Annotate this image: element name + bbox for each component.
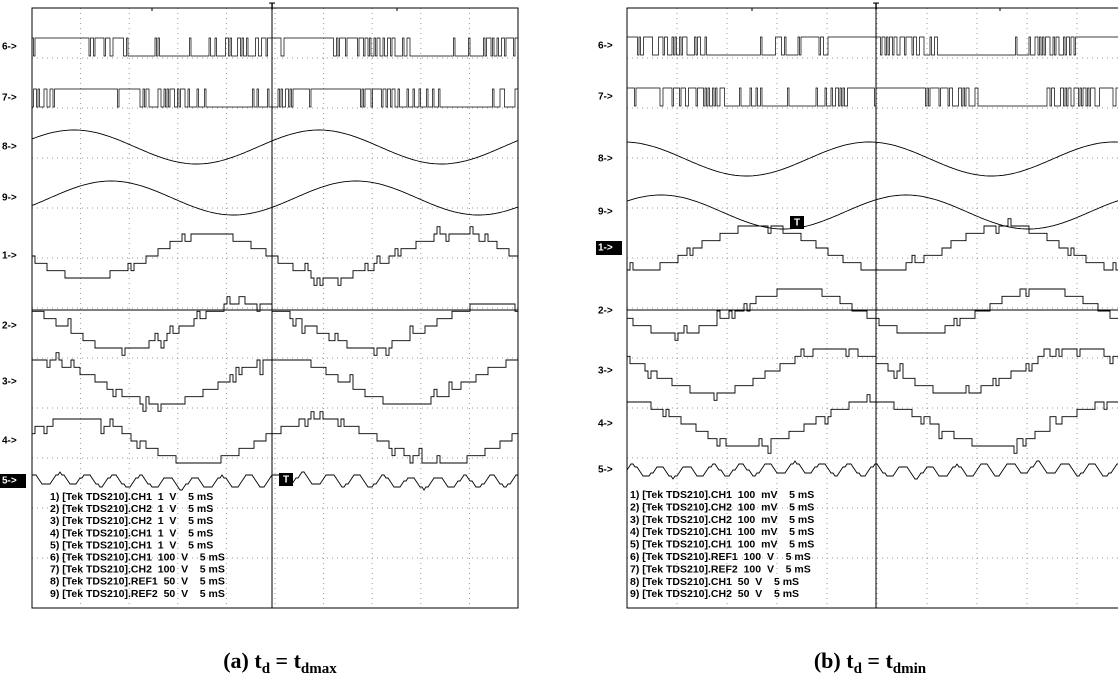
top-marker: T (269, 2, 275, 13)
channel-label: 9-> (598, 207, 613, 218)
channel-label: 7-> (2, 93, 17, 104)
waveform (627, 195, 1118, 229)
channel-label: 9-> (2, 193, 17, 204)
channel-label: 5-> (598, 465, 613, 476)
caption-part: = t (270, 648, 302, 673)
figure: T 6-> 7-> 8-> 9-> 1-> 2-> 3-> 4-> 5-> T 1) [Tek TDS… (0, 0, 1118, 700)
top-marker: T (873, 2, 879, 13)
channel-label: 4-> (598, 419, 613, 430)
channel-label: 8-> (598, 154, 613, 165)
waveform (32, 472, 518, 490)
legend-line: 3) [Tek TDS210].CH2 1 V 5 mS (50, 515, 213, 527)
channel-label: 3-> (2, 377, 17, 388)
legend-line: 2) [Tek TDS210].CH2 1 V 5 mS (50, 503, 213, 515)
caption-part: = t (862, 648, 894, 673)
legend-line: 7) [Tek TDS210].REF2 100 V 5 mS (630, 563, 811, 575)
waveform (627, 395, 1118, 454)
waveform (32, 297, 518, 356)
legend-line: 2) [Tek TDS210].CH2 100 mV 5 mS (630, 501, 814, 513)
channel-label: 4-> (2, 436, 17, 447)
scope-panel: T 6-> 7-> 8-> 9-> 1-> 2-> 3-> 4-> 5-> T 1) [Tek TDS… (596, 2, 1118, 677)
legend-line: 5) [Tek TDS210].CH1 100 mV 5 mS (630, 539, 814, 551)
channel-label: 7-> (598, 92, 613, 103)
channel-label: 3-> (598, 366, 613, 377)
caption: (b) td = tdmin (814, 648, 927, 677)
caption: (a) td = tdmax (223, 648, 337, 677)
channel-label: 1-> (2, 251, 17, 262)
legend-line: 9) [Tek TDS210].REF2 50 V 5 mS (50, 588, 225, 600)
channel-label: 1-> (598, 243, 613, 254)
legend-line: 4) [Tek TDS210].CH1 100 mV 5 mS (630, 526, 814, 538)
legend-line: 9) [Tek TDS210].CH2 50 V 5 mS (630, 588, 799, 600)
waveform (627, 461, 1118, 479)
legend-line: 5) [Tek TDS210].CH1 1 V 5 mS (50, 539, 213, 551)
channel-label: 8-> (2, 142, 17, 153)
waveform (627, 289, 1118, 340)
legend-line: 1) [Tek TDS210].CH1 1 V 5 mS (50, 491, 213, 503)
channel-label: 6-> (598, 41, 613, 52)
channel-label: 2-> (598, 306, 613, 317)
legend-line: 1) [Tek TDS210].CH1 100 mV 5 mS (630, 489, 814, 501)
waveform (32, 412, 518, 463)
waveform (627, 219, 1118, 270)
caption-part: (a) t (223, 648, 262, 673)
trigger-marker: T (794, 218, 800, 229)
legend-line: 4) [Tek TDS210].CH1 1 V 5 mS (50, 527, 213, 539)
waveform (627, 88, 1118, 106)
legend-line: 6) [Tek TDS210].REF1 100 V 5 mS (630, 551, 811, 563)
caption-sub: dmax (301, 661, 337, 677)
legend-line: 6) [Tek TDS210].CH1 100 V 5 mS (50, 552, 225, 564)
waveform (32, 227, 518, 286)
waveform (32, 353, 518, 412)
legend-line: 8) [Tek TDS210].REF1 50 V 5 mS (50, 576, 225, 588)
caption-part: (b) t (814, 648, 854, 673)
channel-label: 5-> (2, 476, 17, 487)
waveform (627, 349, 1118, 400)
scope-panel: T 6-> 7-> 8-> 9-> 1-> 2-> 3-> 4-> 5-> T 1) [Tek TDS… (0, 2, 518, 677)
channel-label: 6-> (2, 42, 17, 53)
channel-label: 2-> (2, 321, 17, 332)
legend-line: 8) [Tek TDS210].CH1 50 V 5 mS (630, 576, 799, 588)
caption-sub: dmin (893, 661, 927, 677)
waveform (627, 37, 1118, 55)
trigger-marker: T (283, 475, 289, 486)
legend-line: 7) [Tek TDS210].CH2 100 V 5 mS (50, 564, 225, 576)
legend-line: 3) [Tek TDS210].CH2 100 mV 5 mS (630, 514, 814, 526)
waveform (627, 142, 1118, 176)
